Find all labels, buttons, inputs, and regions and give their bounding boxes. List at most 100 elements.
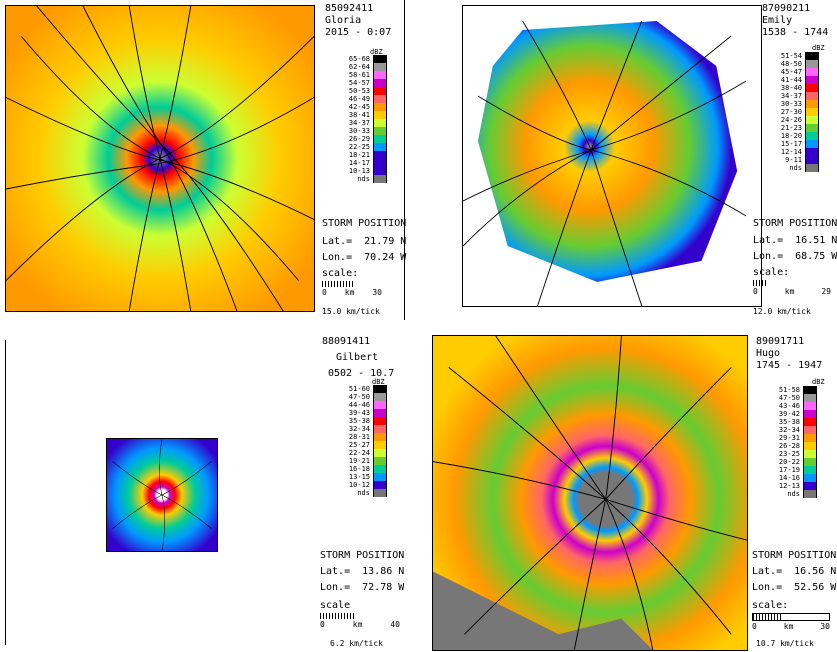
legend-row: 12-14 <box>768 148 819 156</box>
time-range: 0502 - 10.7 <box>328 368 395 379</box>
longitude: Lon.= 72.78 W <box>320 582 405 593</box>
legend-label: 12-14 <box>780 148 802 156</box>
latitude: Lat.= 16.51 N <box>753 235 837 246</box>
legend-units: dBZ <box>372 378 385 386</box>
legend-swatch <box>803 458 817 466</box>
legend-row: 23-25 <box>766 450 817 458</box>
storm-position-title: STORM POSITION <box>753 218 837 229</box>
panel-gloria: 85092411 Gloria 2015 - 0:07 dBZ 65-68 62-… <box>0 0 410 320</box>
radar-map <box>432 335 748 651</box>
storm-code: 88091411 <box>322 336 371 347</box>
storm-name: Hugo <box>756 348 781 359</box>
legend-label: 32-34 <box>348 425 370 433</box>
legend-swatch <box>373 425 387 433</box>
legend-swatch <box>803 450 817 458</box>
legend-label: nds <box>789 164 802 172</box>
legend-row: 50-53 <box>336 87 387 95</box>
storm-name: Emily <box>762 15 793 26</box>
legend-label: 46-49 <box>348 95 370 103</box>
color-legend: 51-54 48-50 45-47 41-44 38-40 34-37 30-33 27-30… <box>768 52 819 172</box>
legend-label: 50-53 <box>348 87 370 95</box>
legend-row: 41-44 <box>768 76 819 84</box>
radar-image <box>6 6 314 311</box>
panel-hugo: 89091711 Hugo 1745 - 1947 dBZ 51-58 47-50… <box>430 330 837 652</box>
legend-row: 15-17 <box>768 140 819 148</box>
legend-label: 20-22 <box>778 458 800 466</box>
legend-label: 48-50 <box>780 60 802 68</box>
radar-image <box>463 20 747 306</box>
legend-label: 51-60 <box>348 385 370 393</box>
legend-row: 54-57 <box>336 79 387 87</box>
legend-swatch <box>803 402 817 410</box>
legend-swatch <box>373 393 387 401</box>
legend-swatch <box>373 135 387 143</box>
legend-swatch <box>373 111 387 119</box>
legend-row: 22-24 <box>336 449 387 457</box>
panel-emily: 87090211 Emily 1538 - 1744 dBZ 51-54 48-5… <box>420 0 837 320</box>
scale-end: 30 <box>372 288 382 297</box>
legend-row: 48-50 <box>768 60 819 68</box>
legend-swatch <box>805 84 819 92</box>
legend-swatch <box>373 465 387 473</box>
legend-row: 44-46 <box>336 401 387 409</box>
legend-row: 29-31 <box>766 434 817 442</box>
legend-swatch <box>373 127 387 135</box>
legend-label: 44-46 <box>348 401 370 409</box>
scale-unit: km <box>344 288 355 297</box>
legend-row: 38-40 <box>768 84 819 92</box>
longitude: Lon.= 52.56 W <box>752 582 837 593</box>
legend-row: 16-18 <box>336 465 387 473</box>
legend-swatch <box>373 95 387 103</box>
legend-swatch <box>805 140 819 148</box>
legend-swatch <box>803 386 817 394</box>
legend-label: 35-38 <box>348 417 370 425</box>
legend-units: dBZ <box>812 378 825 386</box>
legend-label: 39-43 <box>348 409 370 417</box>
legend-label: 58-61 <box>348 71 370 79</box>
legend-swatch <box>373 409 387 417</box>
legend-label: 42-45 <box>348 103 370 111</box>
legend-row: 58-61 <box>336 71 387 79</box>
panel-gilbert: 88091411 Gilbert 0502 - 10.7 dBZ 51-60 47… <box>0 330 420 652</box>
legend-row: 34-37 <box>336 119 387 127</box>
legend-swatch <box>373 417 387 425</box>
radar-map <box>5 5 315 312</box>
scale-bar <box>320 613 420 619</box>
storm-name: Gilbert <box>336 352 379 363</box>
legend-swatch <box>373 401 387 409</box>
radar-map <box>106 438 218 552</box>
legend-label: 47-50 <box>778 394 800 402</box>
legend-label: 24-26 <box>780 116 802 124</box>
legend-units: dBZ <box>812 44 825 52</box>
legend-swatch <box>805 100 819 108</box>
scale-start: 0 <box>320 620 325 629</box>
legend-label: nds <box>357 489 370 497</box>
legend-row: 22-25 <box>336 143 387 151</box>
legend-label: 25-27 <box>348 441 370 449</box>
legend-row: 27-30 <box>768 108 819 116</box>
legend-swatch <box>805 76 819 84</box>
scale-bar <box>753 280 837 286</box>
legend-label: 62-64 <box>348 63 370 71</box>
legend-row: 45-47 <box>768 68 819 76</box>
legend-row: 43-46 <box>766 402 817 410</box>
legend-label: 35-38 <box>778 418 800 426</box>
legend-label: 41-44 <box>780 76 802 84</box>
legend-swatch <box>373 175 387 183</box>
longitude: Lon.= 68.75 W <box>753 251 837 262</box>
legend-swatch <box>373 151 387 159</box>
legend-swatch <box>803 434 817 442</box>
scale-label: scale: <box>322 268 359 279</box>
scale-end: 29 <box>821 287 831 296</box>
storm-position-title: STORM POSITION <box>752 550 837 561</box>
legend-row: nds <box>336 175 387 183</box>
legend-row: 47-50 <box>766 394 817 402</box>
time-range: 2015 - 0:07 <box>325 27 392 38</box>
scale-bar <box>322 281 412 287</box>
time-range: 1745 - 1947 <box>756 360 823 371</box>
legend-row: 39-42 <box>766 410 817 418</box>
legend-row: 25-27 <box>336 441 387 449</box>
legend-row: 30-33 <box>768 100 819 108</box>
legend-swatch <box>803 426 817 434</box>
tick-footer: 6.2 km/tick <box>330 639 383 648</box>
